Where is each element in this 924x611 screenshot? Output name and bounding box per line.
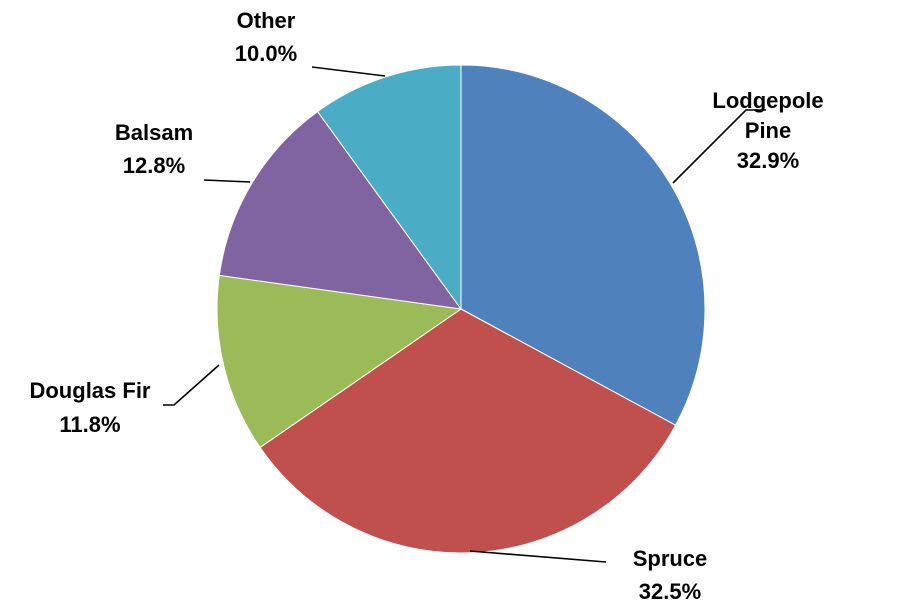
pie-slices (216, 64, 706, 554)
leader-lines (163, 66, 766, 563)
percent-label: 32.9% (737, 148, 799, 173)
leader-line-other (311, 66, 386, 77)
leader-line-lodgepole-pine (672, 109, 766, 184)
pie-slice-balsam (218, 111, 462, 310)
category-label: Other (237, 8, 296, 33)
percent-label: 11.8% (59, 412, 120, 437)
percent-label: 12.8% (123, 153, 185, 178)
data-label-douglas-fir: Douglas Fir 11.8% (29, 378, 150, 437)
data-label-balsam: Balsam 12.8% (115, 120, 193, 178)
pie-slice-lodgepole-pine (460, 64, 706, 426)
category-label: Douglas Fir (29, 378, 150, 403)
leader-line-balsam (203, 179, 251, 183)
data-label-spruce: Spruce 32.5% (633, 546, 708, 604)
data-labels: Lodgepole Pine 32.9% Spruce 32.5% Douglas Fir… (29, 8, 823, 604)
pie-slice-spruce (259, 308, 677, 554)
pie-slice-douglas-fir (216, 274, 462, 448)
category-label: Spruce (633, 546, 708, 571)
category-label: Balsam (115, 120, 193, 145)
percent-label: 10.0% (235, 41, 297, 66)
data-label-lodgepole-pine: Lodgepole Pine 32.9% (712, 88, 823, 173)
percent-label: 32.5% (639, 579, 701, 604)
leader-line-spruce (469, 550, 607, 563)
leader-line-douglas-fir (163, 364, 220, 406)
category-label: Pine (745, 118, 791, 143)
data-label-other: Other 10.0% (235, 8, 297, 66)
category-label: Lodgepole (712, 88, 823, 113)
pie-slice-other (317, 64, 462, 310)
